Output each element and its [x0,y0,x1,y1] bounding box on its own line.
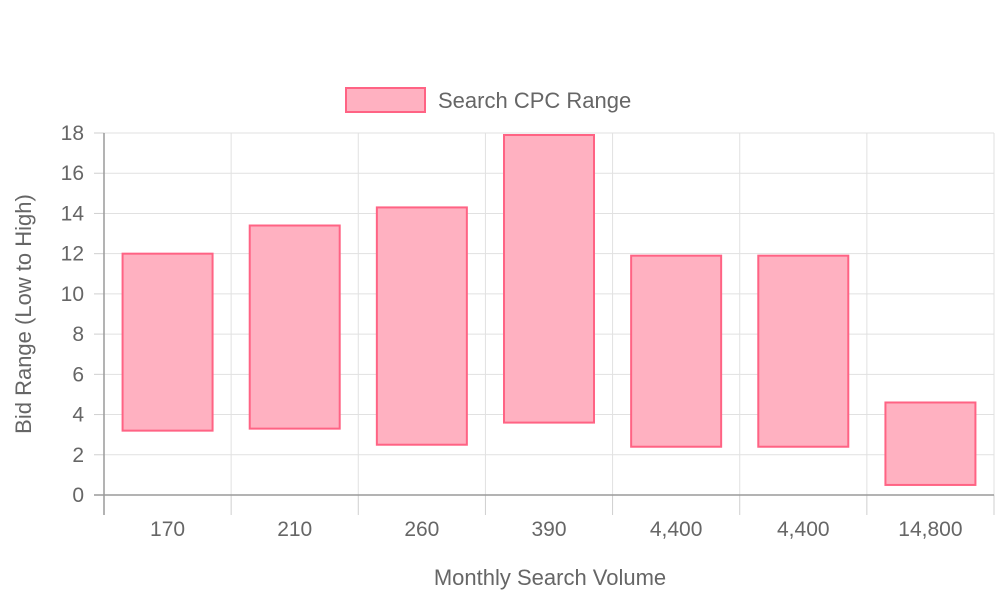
x-axis-label: Monthly Search Volume [434,565,666,590]
y-tick-label: 14 [61,202,85,225]
x-tick-labels: 170 210 260 390 4,400 4,400 14,800 [150,518,962,541]
axes [94,133,994,515]
range-bar [757,254,850,448]
y-tick-label: 16 [61,162,84,185]
x-tick-label: 390 [531,518,566,541]
range-bar [630,254,723,448]
legend-label[interactable]: Search CPC Range [438,88,631,113]
y-tick-label: 12 [61,243,84,266]
x-tick-label: 4,400 [777,518,830,541]
y-tick-label: 8 [72,323,84,346]
x-tick-label: 210 [277,518,312,541]
legend-swatch[interactable] [345,87,426,113]
y-tick-label: 18 [61,122,84,145]
y-tick-label: 6 [72,363,84,386]
x-tick-label: 14,800 [898,518,962,541]
y-tick-label: 0 [72,484,84,507]
range-bar [375,206,468,446]
range-bar [503,134,595,424]
y-tick-labels: 0 2 4 6 8 10 12 14 16 18 [61,122,85,507]
range-bar [121,252,214,432]
x-tick-label: 170 [150,518,185,541]
x-tick-label: 4,400 [650,518,703,541]
range-bar [248,224,341,430]
x-tick-label: 260 [404,518,439,541]
range-bar [884,401,977,486]
y-tick-label: 2 [72,444,84,467]
y-tick-label: 4 [72,404,84,427]
bars [121,134,977,486]
y-axis-label: Bid Range (Low to High) [11,194,36,434]
legend[interactable]: Search CPC Range [345,87,631,113]
y-tick-label: 10 [61,283,84,306]
